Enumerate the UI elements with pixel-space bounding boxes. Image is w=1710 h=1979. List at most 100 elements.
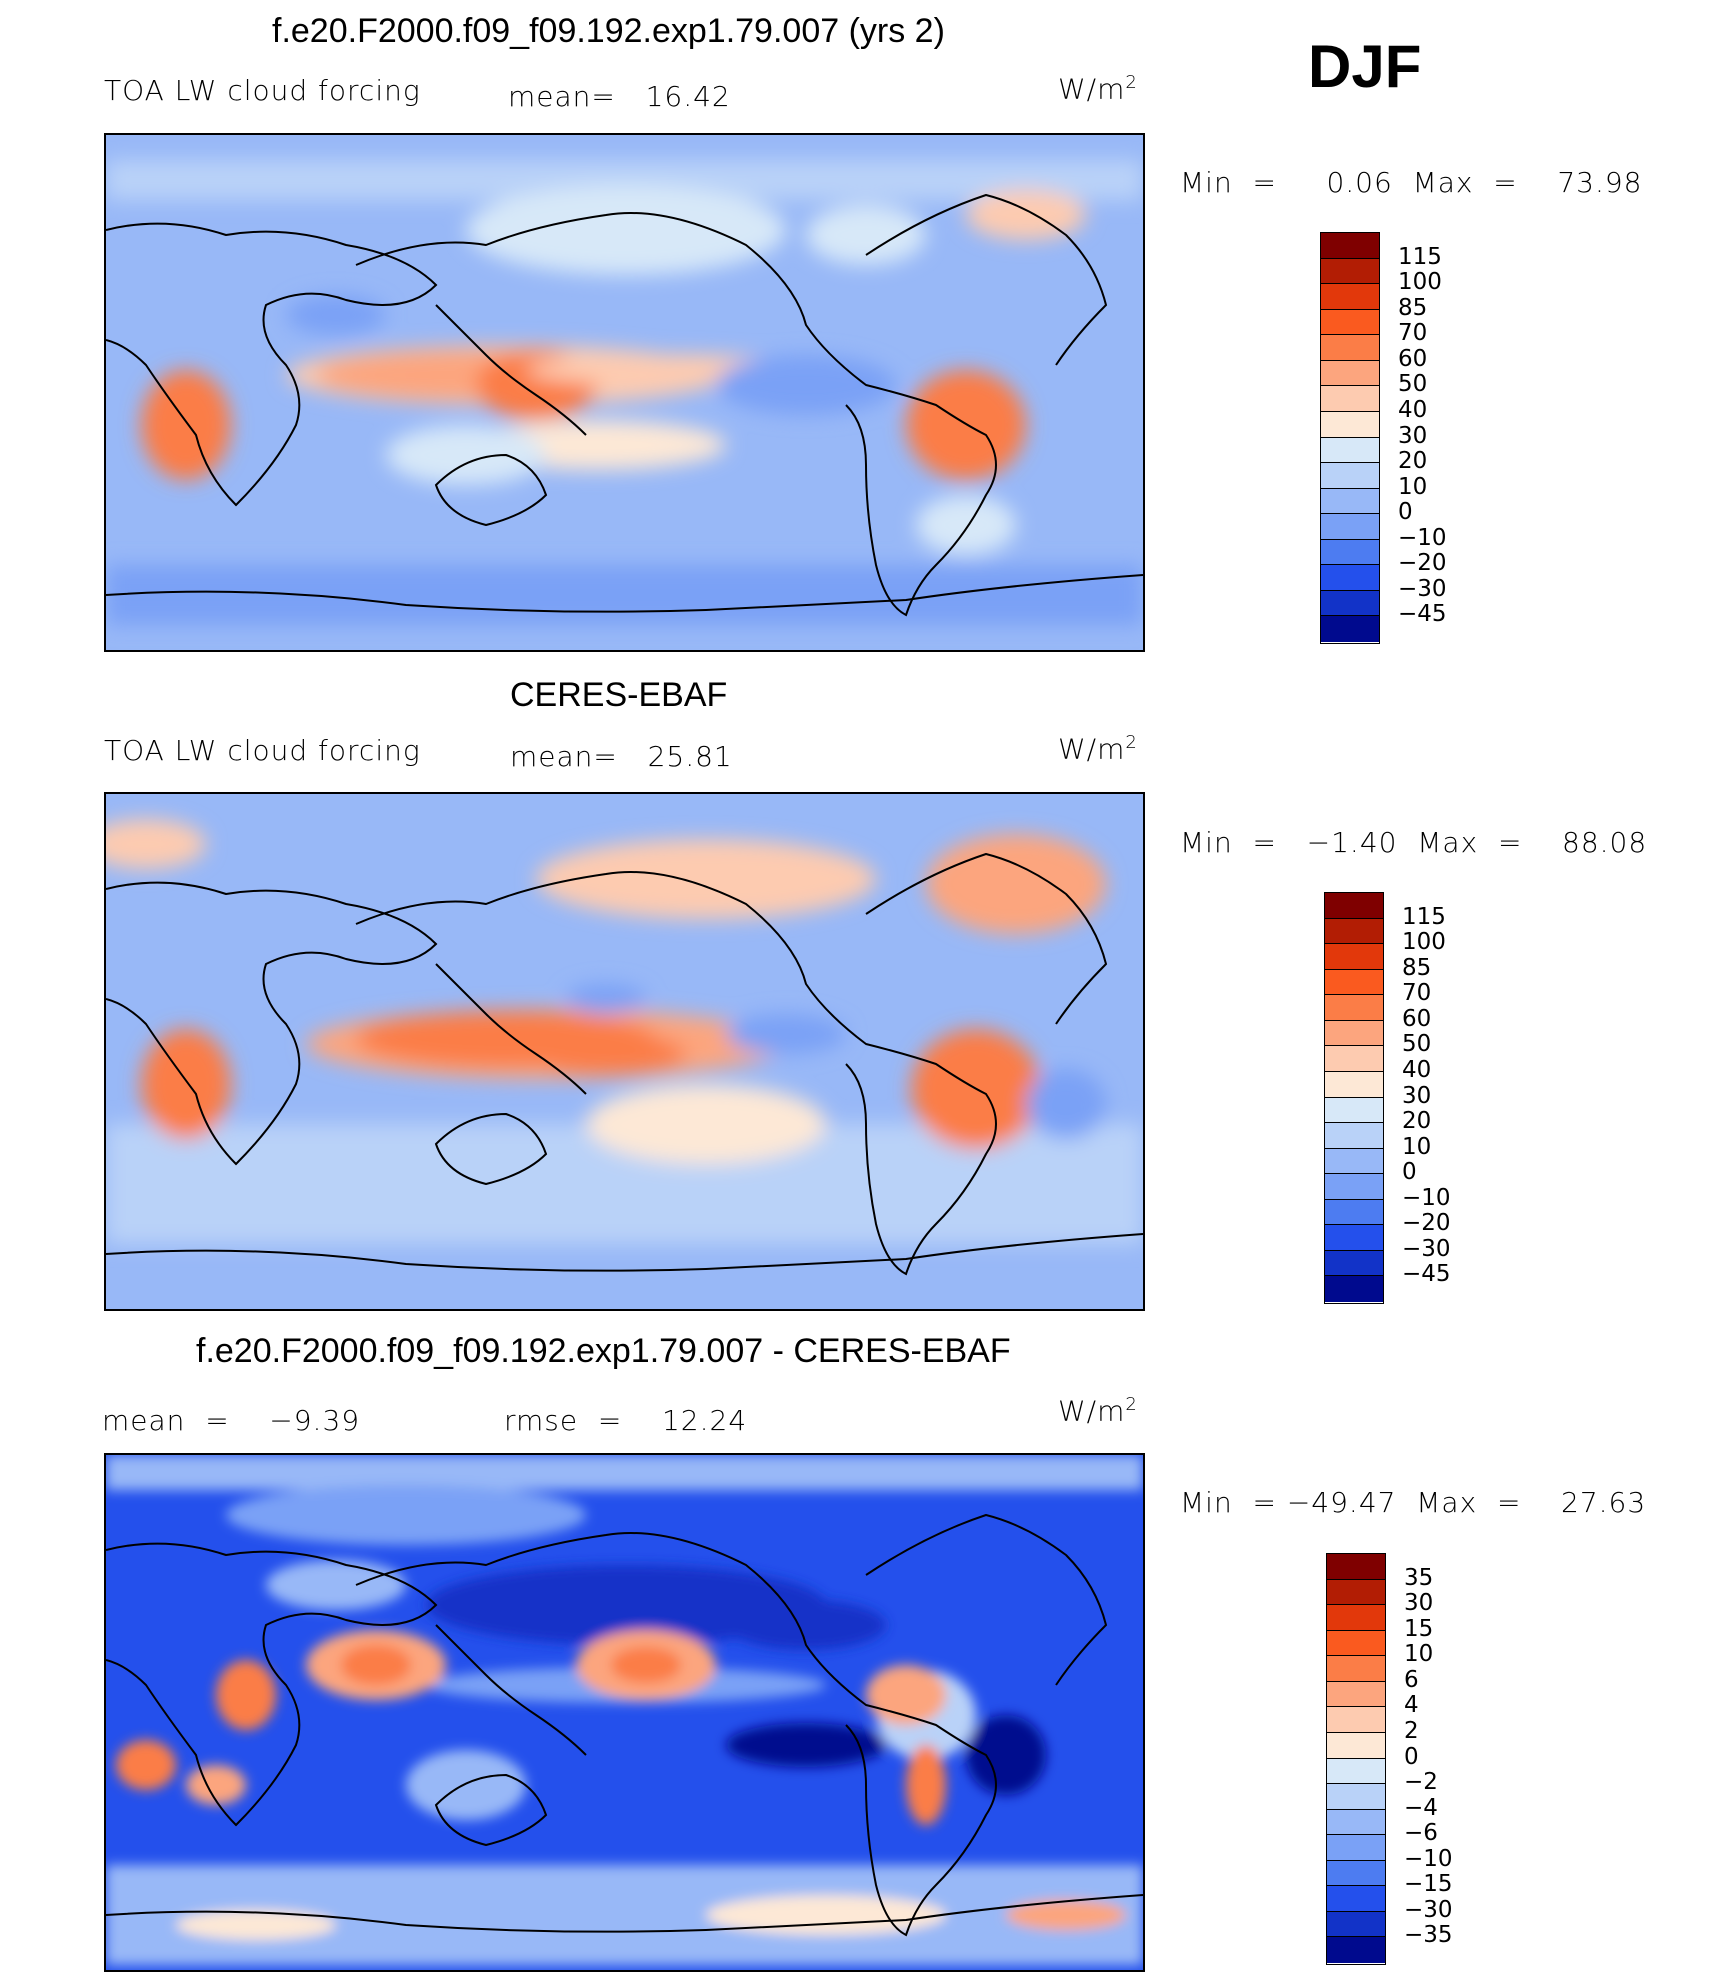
min-max-label: Min = −49.47 Max = 27.63 (1180, 1486, 1647, 1519)
panel-title: f.e20.F2000.f09_f09.192.exp1.79.007 (yrs… (272, 12, 945, 50)
colorbar-tick-label: −6 (1404, 1820, 1438, 1847)
colorbar-tick-label: 100 (1398, 269, 1442, 296)
colorbar-tick-label: 40 (1402, 1056, 1432, 1083)
colorbar-swatch (1327, 1860, 1385, 1887)
colorbar-tick-label: 50 (1402, 1031, 1432, 1058)
colorbar-tick-label: −20 (1398, 550, 1447, 577)
colorbar-swatch (1321, 463, 1379, 489)
colorbar-tick-label: 20 (1398, 448, 1428, 475)
colorbar (1320, 232, 1380, 644)
colorbar-tick-label: 4 (1404, 1692, 1419, 1719)
colorbar-tick-label: 50 (1398, 371, 1428, 398)
colorbar-tick-label: −45 (1402, 1261, 1451, 1288)
colorbar-swatch (1321, 309, 1379, 336)
colorbar-swatch (1325, 1276, 1383, 1302)
colorbar-swatch (1327, 1758, 1385, 1785)
colorbar-swatch (1327, 1732, 1385, 1759)
panel-title: CERES-EBAF (510, 676, 728, 714)
colorbar-swatch (1325, 969, 1383, 996)
colorbar-swatches (1325, 893, 1383, 1302)
colorbar-swatch (1327, 1681, 1385, 1708)
colorbar-tick-label: −45 (1398, 601, 1447, 628)
colorbar-tick-label: 0 (1398, 499, 1413, 526)
colorbar-swatch (1321, 488, 1379, 515)
colorbar-tick-label: 30 (1402, 1082, 1432, 1109)
world-map (104, 133, 1145, 652)
colorbar (1324, 892, 1384, 1304)
field-label: TOA LW cloud forcing (104, 734, 421, 767)
colorbar-swatch (1321, 360, 1379, 387)
colorbar-tick-label: 0 (1402, 1159, 1417, 1186)
colorbar-swatch (1321, 233, 1379, 259)
colorbar-swatch (1321, 386, 1379, 412)
colorbar-tick-label: 115 (1402, 903, 1446, 930)
colorbar-tick-label: 35 (1404, 1564, 1434, 1591)
colorbar-swatch (1325, 1174, 1383, 1200)
colorbar-tick-label: 60 (1398, 345, 1428, 372)
coastlines (106, 193, 1143, 617)
colorbar-tick-label: 15 (1404, 1615, 1434, 1642)
colorbar-tick-label: −15 (1404, 1871, 1453, 1898)
units-label: W/m2 (1058, 1394, 1138, 1428)
colorbar-swatch (1321, 258, 1379, 285)
colorbar-swatch (1325, 1250, 1383, 1277)
mean-label: mean= 25.81 (510, 740, 733, 773)
colorbar-tick-label: 30 (1398, 422, 1428, 449)
colorbar-swatch (1321, 616, 1379, 642)
colorbar-swatch (1325, 1020, 1383, 1047)
units-label: W/m2 (1058, 732, 1138, 766)
colorbar-swatches (1327, 1554, 1385, 1963)
colorbar-swatch (1321, 590, 1379, 617)
coastlines (106, 852, 1143, 1276)
colorbar-tick-label: 10 (1404, 1641, 1434, 1668)
colorbar-swatch (1327, 1937, 1385, 1963)
colorbar-swatch (1321, 514, 1379, 540)
colorbar-tick-label: 0 (1404, 1743, 1419, 1770)
colorbar-swatch (1327, 1784, 1385, 1810)
colorbar-swatch (1327, 1656, 1385, 1682)
colorbar-swatch (1327, 1630, 1385, 1657)
min-max-label: Min = 0.06 Max = 73.98 (1180, 166, 1643, 199)
colorbar-swatch (1327, 1605, 1385, 1631)
colorbar-tick-label: −35 (1404, 1922, 1453, 1949)
season-label: DJF (1308, 33, 1422, 100)
coastlines (106, 1513, 1143, 1937)
colorbar-tick-label: 70 (1398, 320, 1428, 347)
colorbar-tick-label: −30 (1398, 575, 1447, 602)
colorbar-ticks: 35 30 15 10 6 4 2 0 −2 −4 −6 −10 −15 −30 −35 (1404, 1553, 1524, 1965)
colorbar-swatch (1321, 411, 1379, 438)
colorbar-tick-label: 10 (1402, 1133, 1432, 1160)
colorbar-swatch (1321, 565, 1379, 591)
colorbar-swatch (1325, 1123, 1383, 1149)
colorbar-tick-label: −4 (1404, 1794, 1438, 1821)
colorbar-tick-label: 85 (1402, 954, 1432, 981)
colorbar-swatch (1321, 437, 1379, 464)
colorbar-swatch (1325, 1071, 1383, 1098)
colorbar-tick-label: 6 (1404, 1666, 1419, 1693)
colorbar-swatch (1321, 539, 1379, 566)
colorbar-swatch (1325, 944, 1383, 970)
colorbar-swatch (1327, 1911, 1385, 1938)
colorbar-tick-label: 40 (1398, 396, 1428, 423)
colorbar-swatch (1325, 1046, 1383, 1072)
colorbar-tick-label: −10 (1398, 524, 1447, 551)
colorbar-swatch (1325, 1097, 1383, 1124)
colorbar-tick-label: −30 (1402, 1235, 1451, 1262)
colorbar-swatch (1327, 1579, 1385, 1606)
colorbar (1326, 1553, 1386, 1965)
field-label: TOA LW cloud forcing (104, 74, 421, 107)
colorbar-tick-label: 30 (1404, 1590, 1434, 1617)
colorbar-swatch (1321, 284, 1379, 310)
colorbar-tick-label: 10 (1398, 473, 1428, 500)
colorbar-swatch (1327, 1886, 1385, 1912)
colorbar-swatches (1321, 233, 1379, 642)
panel-title: f.e20.F2000.f09_f09.192.exp1.79.007 - CE… (196, 1332, 1011, 1370)
min-max-label: Min = −1.40 Max = 88.08 (1180, 826, 1648, 859)
mean-label: mean = −9.39 (102, 1404, 361, 1437)
colorbar-ticks: 115 100 85 70 60 50 40 30 20 10 0 −10 −20 −30 −45 (1402, 892, 1522, 1304)
colorbar-tick-label: 70 (1402, 980, 1432, 1007)
colorbar-tick-label: −2 (1404, 1769, 1438, 1796)
colorbar-swatch (1325, 1199, 1383, 1226)
colorbar-swatch (1327, 1835, 1385, 1861)
colorbar-ticks: 115 100 85 70 60 50 40 30 20 10 0 −10 −20 −30 −45 (1398, 232, 1518, 644)
